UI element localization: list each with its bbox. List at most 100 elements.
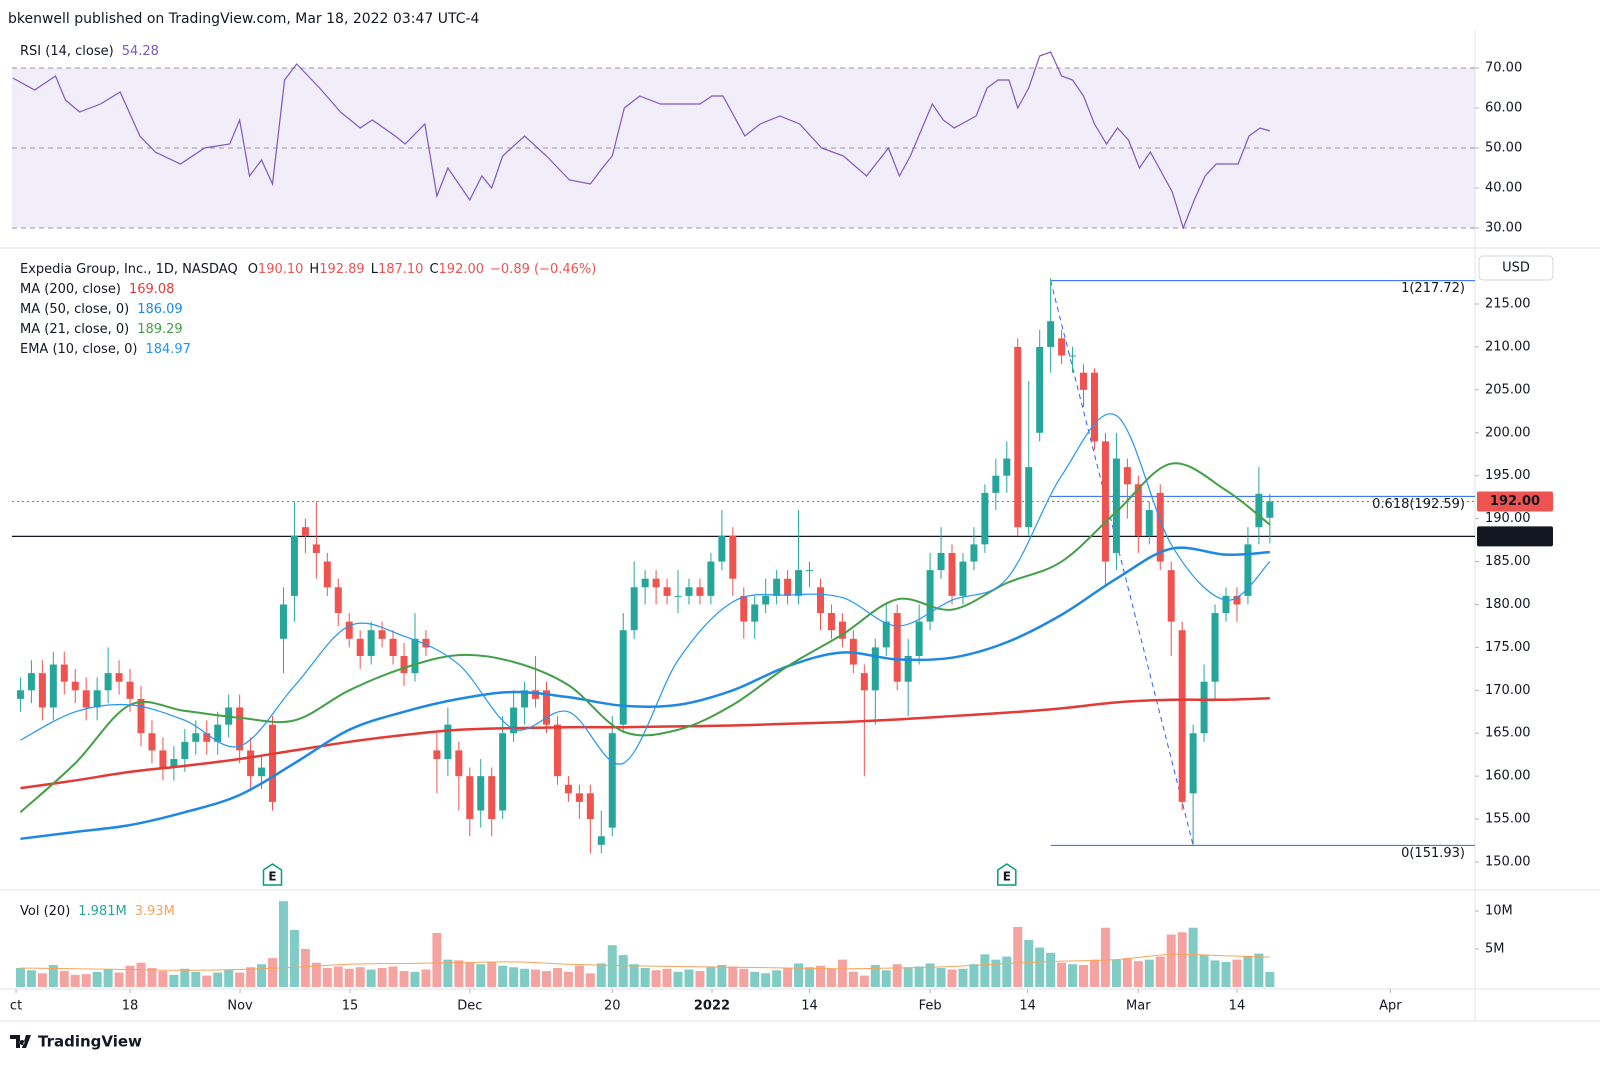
- y-tick-label: 60.00: [1485, 101, 1522, 116]
- candle-body: [674, 595, 682, 597]
- rsi-title: RSI (14, close): [20, 44, 114, 59]
- price-tag-label: 192.00: [1490, 494, 1540, 509]
- candle-body: [1145, 510, 1153, 536]
- volume-bar: [224, 969, 234, 987]
- volume-bar: [563, 971, 573, 987]
- candle-body: [1189, 733, 1197, 794]
- currency[interactable]: USD: [1502, 261, 1530, 276]
- candle-body: [926, 570, 934, 622]
- candle-body: [871, 647, 879, 691]
- y-tick-label: 5M: [1485, 942, 1505, 957]
- candle-body: [838, 621, 846, 639]
- volume-bar: [333, 966, 343, 987]
- volume-bar: [848, 971, 858, 987]
- ma-value: 189.29: [137, 322, 183, 337]
- volume-bar: [805, 967, 815, 987]
- candle-body: [992, 475, 1000, 493]
- change: −0.89 (−0.46%): [490, 262, 596, 277]
- candle-body: [192, 733, 200, 742]
- candle-body: [981, 492, 989, 545]
- moving-average: [20, 546, 1270, 841]
- moving-average: [20, 413, 1271, 765]
- ma-legend-item: MA (200, close) 169.08: [20, 282, 174, 297]
- candle-body: [751, 604, 759, 622]
- candle-body: [60, 664, 68, 682]
- volume-bar: [92, 971, 102, 987]
- candle-body: [948, 552, 956, 596]
- rsi-value: 54.28: [122, 44, 159, 59]
- volume-bar: [1002, 956, 1012, 987]
- volume-ma: [20, 953, 1270, 971]
- y-tick-label: 165.00: [1485, 726, 1531, 741]
- candle-body: [27, 673, 35, 691]
- c-label: C: [429, 262, 438, 277]
- earnings-label: E: [1003, 870, 1011, 884]
- volume-bar: [542, 971, 552, 987]
- volume-bar: [465, 962, 475, 987]
- ma-value: 184.97: [145, 342, 191, 357]
- volume-bar: [1089, 959, 1099, 987]
- y-tick-label: 175.00: [1485, 640, 1531, 655]
- candle-body: [904, 655, 912, 682]
- candle-body: [521, 690, 529, 708]
- candle-body: [543, 690, 551, 725]
- candle-body: [236, 707, 244, 751]
- volume-bar: [1210, 960, 1220, 987]
- candle-body: [1266, 501, 1274, 518]
- volume-bar: [892, 964, 902, 987]
- rsi-line: [12, 51, 1271, 230]
- fib-label: 1(217.72): [1401, 281, 1465, 296]
- volume-bar: [1254, 953, 1264, 987]
- y-tick-label: 70.00: [1485, 61, 1522, 76]
- volume-bar: [70, 974, 80, 987]
- candle-body: [564, 784, 572, 794]
- candle-body: [312, 544, 320, 553]
- candle-body: [718, 535, 726, 562]
- volume-bar: [125, 965, 135, 987]
- volume-bar: [1199, 955, 1209, 987]
- currency-button[interactable]: [1478, 255, 1554, 281]
- y-tick-label: 185.00: [1485, 554, 1531, 569]
- publisher: bkenwell published on TradingView.com, M…: [8, 11, 480, 27]
- volume-bar: [772, 970, 782, 987]
- candle-body: [1047, 321, 1055, 347]
- candle-body: [740, 595, 748, 622]
- volume-bar: [739, 968, 749, 987]
- candle-body: [1178, 630, 1186, 802]
- candle-body: [1244, 544, 1252, 596]
- price-tag-label: 187.93: [1490, 529, 1540, 544]
- candle-body: [685, 587, 693, 596]
- ma-name: EMA (10, close, 0): [20, 342, 137, 357]
- candle-body: [696, 587, 704, 596]
- candle-body: [203, 733, 211, 742]
- volume-bar: [640, 968, 650, 987]
- candle-body: [71, 681, 79, 691]
- volume-bar: [991, 959, 1001, 987]
- volume-bar: [136, 962, 146, 987]
- candle-body: [148, 733, 156, 751]
- candle-body: [959, 561, 967, 596]
- volume-bar: [1166, 934, 1176, 987]
- candle-body: [290, 535, 298, 596]
- volume-bar: [1155, 956, 1165, 987]
- volume-bar: [1068, 964, 1078, 987]
- candle-body: [652, 578, 660, 588]
- candle-body: [1036, 346, 1044, 433]
- volume-bar: [432, 933, 442, 987]
- volume-bar: [1188, 927, 1198, 987]
- earnings-label: E: [268, 870, 276, 884]
- volume-bar: [300, 949, 310, 987]
- o-label: O: [248, 262, 258, 277]
- volume-bar: [246, 967, 256, 987]
- candle-body: [707, 561, 715, 596]
- fib-label: 0(151.93): [1401, 846, 1465, 861]
- volume-bar: [618, 955, 628, 987]
- candle-body: [619, 630, 627, 725]
- vol-legend: Vol (20) 1.981M 3.93M: [20, 904, 175, 919]
- candle-body: [1123, 467, 1131, 485]
- volume-bar: [1221, 961, 1231, 987]
- x-tick-label: 14: [801, 999, 818, 1014]
- candle-body: [334, 587, 342, 614]
- candle-body: [1200, 681, 1208, 734]
- y-tick-label: 50.00: [1485, 141, 1522, 156]
